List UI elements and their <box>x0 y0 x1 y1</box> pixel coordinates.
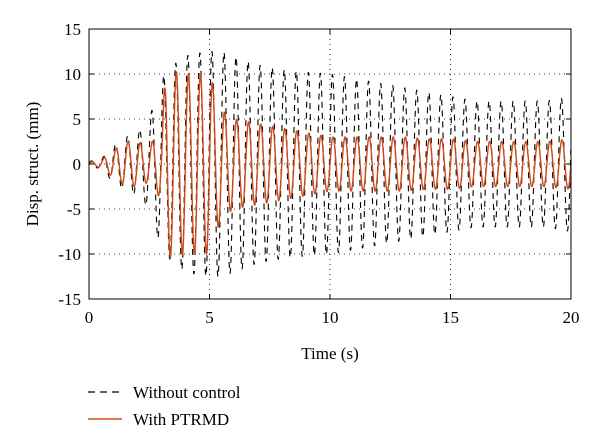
series-layer <box>88 50 572 278</box>
y-tick-label: -15 <box>58 290 81 309</box>
tick-marks <box>88 28 572 300</box>
legend-label-without-control: Without control <box>133 383 241 402</box>
x-tick-label: 15 <box>442 308 459 327</box>
y-tick-label: -10 <box>58 245 81 264</box>
y-tick-label: 5 <box>73 110 82 129</box>
series-line-with-ptrmd <box>88 71 572 259</box>
legend: Without control With PTRMD <box>88 383 241 429</box>
y-tick-label: 10 <box>64 65 81 84</box>
legend-label-with-ptrmd: With PTRMD <box>133 410 229 429</box>
y-tick-label: 15 <box>64 20 81 39</box>
tick-labels: 0 5 10 15 20 -15 -10 -5 0 5 10 15 <box>58 20 579 327</box>
y-tick-label: 0 <box>73 155 82 174</box>
x-tick-label: 10 <box>322 308 339 327</box>
y-axis-label: Disp. struct. (mm) <box>23 102 42 227</box>
x-axis-label: Time (s) <box>301 344 358 363</box>
x-tick-label: 5 <box>205 308 214 327</box>
x-tick-label: 20 <box>563 308 580 327</box>
x-tick-label: 0 <box>85 308 94 327</box>
y-tick-label: -5 <box>67 200 81 219</box>
